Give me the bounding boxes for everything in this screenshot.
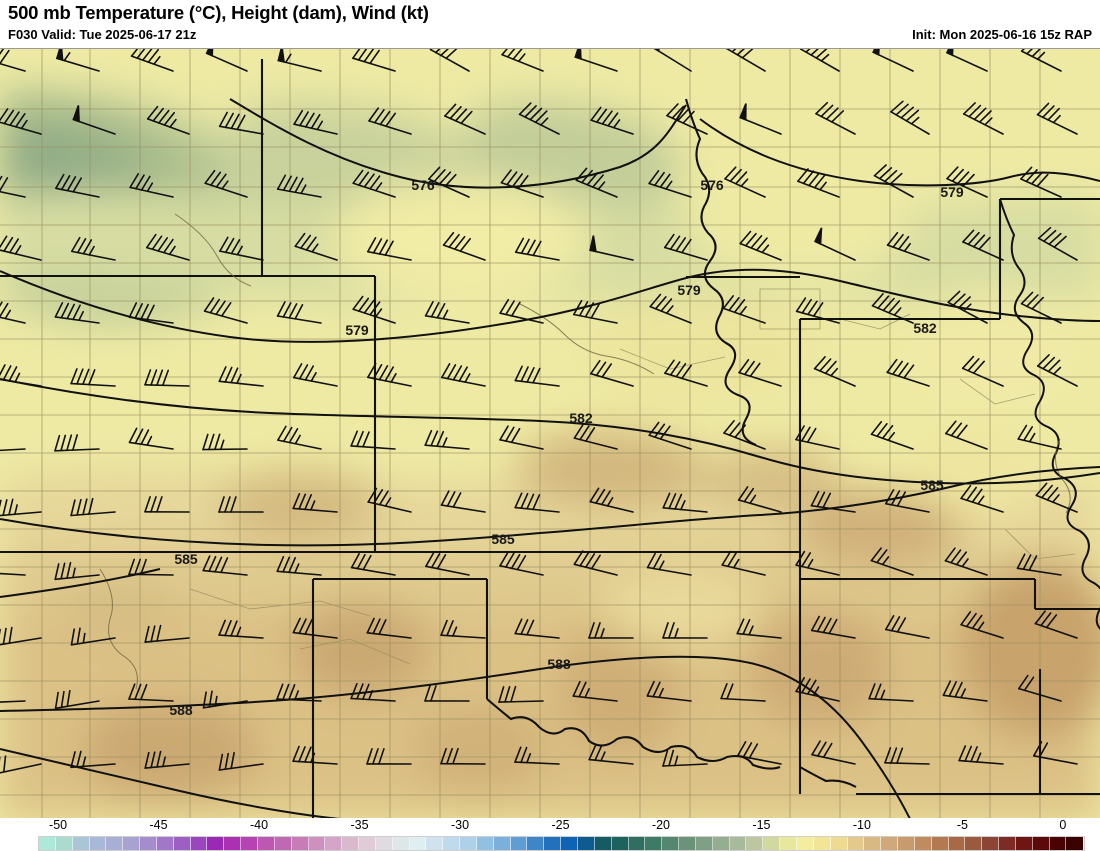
- colorbar-swatch: [544, 837, 561, 850]
- contour-label: 579: [677, 282, 701, 298]
- contour-label: 588: [169, 702, 193, 718]
- colorbar-swatch: [325, 837, 342, 850]
- colorbar-swatch: [140, 837, 157, 850]
- contour-label: 588: [547, 656, 571, 672]
- colorbar-tick-label: -10: [853, 818, 871, 832]
- colorbar-swatch: [443, 837, 460, 850]
- colorbar-swatch: [848, 837, 865, 850]
- colorbar-swatch: [106, 837, 123, 850]
- contour-label: 579: [345, 322, 369, 338]
- colorbar-swatch: [56, 837, 73, 850]
- contour-label: 582: [569, 410, 593, 426]
- colorbar-tick-label: -25: [551, 818, 569, 832]
- colorbar-swatch: [477, 837, 494, 850]
- colorbar-tick-label: -40: [250, 818, 268, 832]
- colorbar-tick-label: -15: [752, 818, 770, 832]
- colorbar-tick-label: -45: [150, 818, 168, 832]
- colorbar-swatch: [932, 837, 949, 850]
- colorbar-swatch: [73, 837, 90, 850]
- colorbar-swatch: [426, 837, 443, 850]
- init-time-label: Init: Mon 2025-06-16 15z RAP: [912, 27, 1092, 42]
- colorbar-swatch: [763, 837, 780, 850]
- temperature-shading: [0, 49, 1100, 819]
- colorbar-swatch: [881, 837, 898, 850]
- colorbar-swatch: [982, 837, 999, 850]
- colorbar-swatch: [561, 837, 578, 850]
- contour-label: 585: [920, 477, 944, 493]
- colorbar-swatch: [207, 837, 224, 850]
- colorbar-swatch: [359, 837, 376, 850]
- colorbar-swatch: [157, 837, 174, 850]
- colorbar-swatch: [39, 837, 56, 850]
- colorbar-tick-label: -35: [350, 818, 368, 832]
- colorbar-swatch: [241, 837, 258, 850]
- page-title: 500 mb Temperature (°C), Height (dam), W…: [8, 2, 429, 24]
- colorbar-swatch: [713, 837, 730, 850]
- colorbar-swatch: [410, 837, 427, 850]
- colorbar-swatch: [696, 837, 713, 850]
- colorbar-tick-label: 0: [1059, 818, 1066, 832]
- colorbar-swatch: [527, 837, 544, 850]
- weather-map[interactable]: 576 576 579 579 579 582 582 585 585 585 …: [0, 48, 1100, 819]
- colorbar-swatch: [999, 837, 1016, 850]
- contour-label: 579: [940, 184, 964, 200]
- colorbar-tick-label: -50: [49, 818, 67, 832]
- colorbar-tick-label: -5: [957, 818, 968, 832]
- colorbar-swatch: [679, 837, 696, 850]
- colorbar-swatch: [746, 837, 763, 850]
- colorbar-swatch: [730, 837, 747, 850]
- valid-time-label: F030 Valid: Tue 2025-06-17 21z: [8, 27, 196, 42]
- colorbar-swatch: [662, 837, 679, 850]
- colorbar-swatch: [174, 837, 191, 850]
- colorbar-swatch: [864, 837, 881, 850]
- colorbar-swatch: [90, 837, 107, 850]
- contour-label: 576: [700, 177, 724, 193]
- map-canvas: 576 576 579 579 579 582 582 585 585 585 …: [0, 49, 1100, 819]
- colorbar-swatch: [191, 837, 208, 850]
- colorbar-swatch: [1050, 837, 1067, 850]
- colorbar-swatch: [1016, 837, 1033, 850]
- colorbar-swatch: [342, 837, 359, 850]
- contour-label: 582: [913, 320, 937, 336]
- colorbar-swatch: [376, 837, 393, 850]
- colorbar-swatch: [612, 837, 629, 850]
- colorbar-tick-label: -20: [652, 818, 670, 832]
- colorbar-tick-label: -30: [451, 818, 469, 832]
- colorbar-swatch: [898, 837, 915, 850]
- colorbar-swatch: [393, 837, 410, 850]
- colorbar-swatches: [38, 836, 1085, 851]
- colorbar-swatch: [1033, 837, 1050, 850]
- colorbar-swatch: [460, 837, 477, 850]
- colorbar-swatch: [1066, 837, 1083, 850]
- contour-label: 585: [491, 531, 515, 547]
- colorbar-swatch: [275, 837, 292, 850]
- colorbar-swatch: [797, 837, 814, 850]
- colorbar-swatch: [645, 837, 662, 850]
- colorbar-swatch: [965, 837, 982, 850]
- colorbar-swatch: [578, 837, 595, 850]
- colorbar-swatch: [309, 837, 326, 850]
- colorbar-swatch: [814, 837, 831, 850]
- colorbar-swatch: [123, 837, 140, 850]
- contour-label: 585: [174, 551, 198, 567]
- colorbar-swatch: [292, 837, 309, 850]
- colorbar-swatch: [949, 837, 966, 850]
- colorbar-swatch: [780, 837, 797, 850]
- colorbar-swatch: [629, 837, 646, 850]
- colorbar-swatch: [831, 837, 848, 850]
- colorbar-swatch: [224, 837, 241, 850]
- colorbar-swatch: [595, 837, 612, 850]
- colorbar-swatch: [511, 837, 528, 850]
- header-bar: 500 mb Temperature (°C), Height (dam), W…: [0, 0, 1100, 48]
- colorbar-swatch: [258, 837, 275, 850]
- colorbar-swatch: [915, 837, 932, 850]
- colorbar-swatch: [494, 837, 511, 850]
